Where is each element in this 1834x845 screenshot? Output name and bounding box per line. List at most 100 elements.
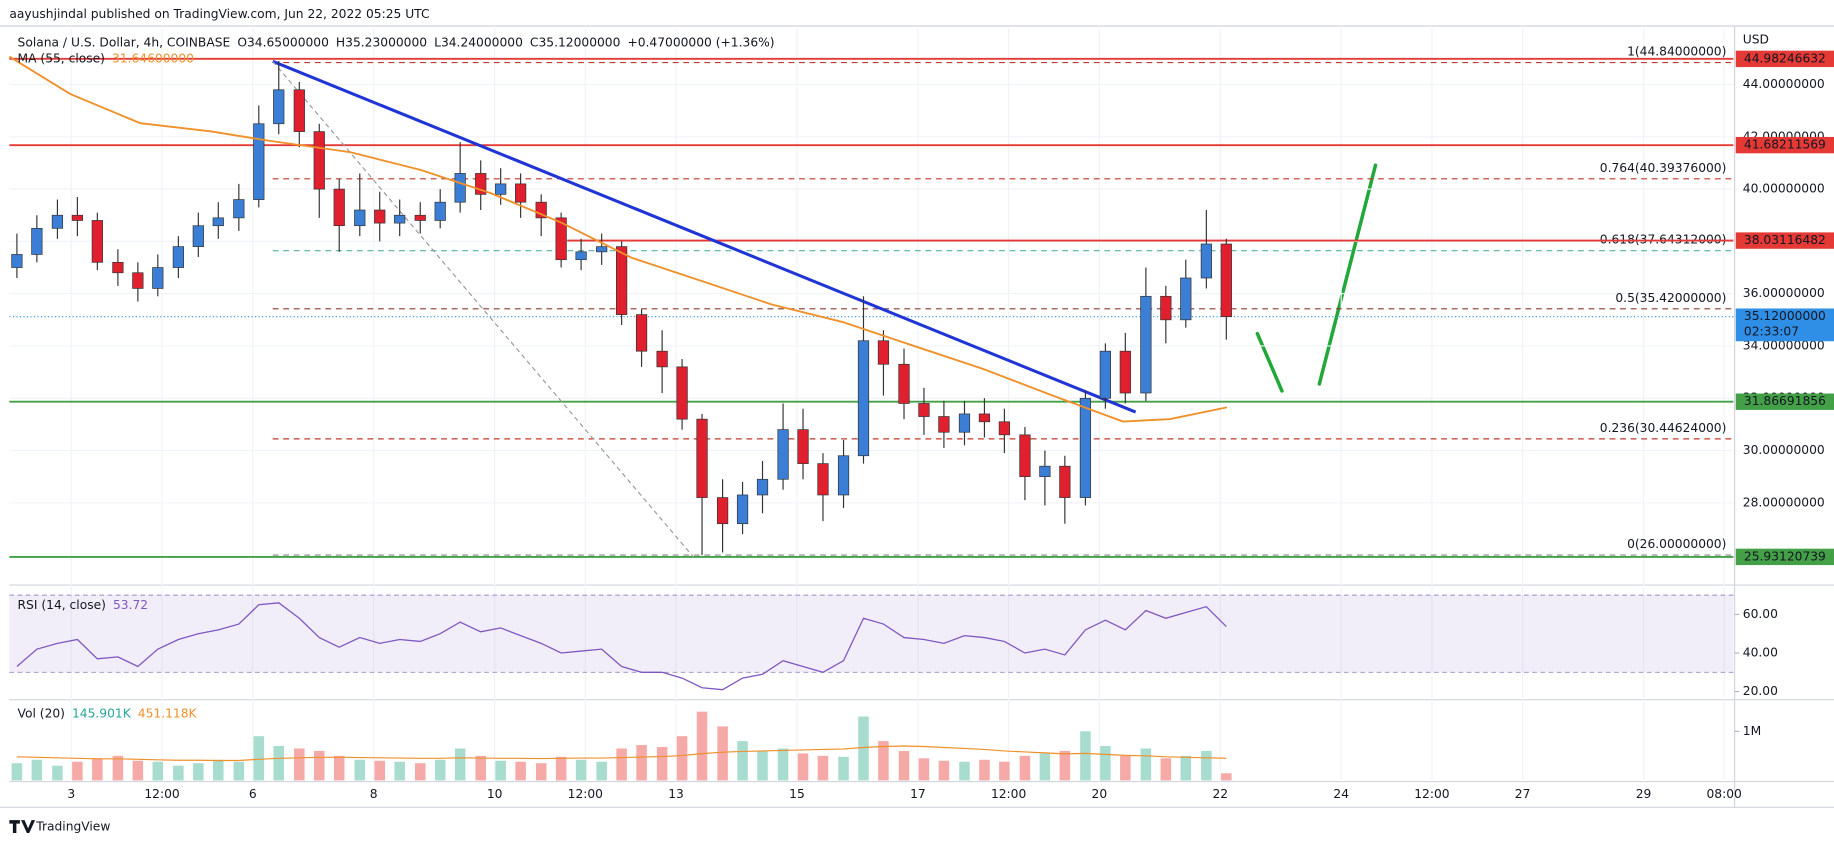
volume-bar <box>193 763 204 781</box>
y-tick-label: 30.00000000 <box>1743 443 1825 457</box>
candle-body <box>192 225 204 247</box>
volume-bar <box>475 755 486 781</box>
volume-bar <box>414 763 426 781</box>
volume-bar <box>72 761 83 781</box>
candle-body <box>434 201 446 221</box>
publisher: aayushjindal published on TradingView.co… <box>9 7 429 21</box>
volume-bar <box>1080 731 1091 781</box>
volume-bar <box>11 763 23 781</box>
volume-bar <box>92 758 103 781</box>
candle-body <box>596 246 608 253</box>
projection-arrow <box>1317 163 1378 386</box>
y-tick-label: 20.00 <box>1743 684 1778 698</box>
volume-ma <box>16 745 1227 762</box>
candle-body <box>233 199 245 219</box>
volume-bar <box>1100 746 1111 781</box>
legend: Vol (20) 145.901K 451.118K <box>18 706 198 720</box>
level-price-label: 41.68211569 <box>1744 138 1826 152</box>
x-tick-label: 8 <box>370 787 378 801</box>
y-tick-label: 34.00000000 <box>1743 338 1825 352</box>
legend-value: 53.72 <box>113 597 148 611</box>
candle-body <box>635 314 648 352</box>
symbol-legend: Solana / U.S. Dollar, 4h, COINBASE O34.65… <box>18 35 775 49</box>
trendline <box>272 60 695 558</box>
x-tick-label: 12:00 <box>144 787 179 801</box>
volume-bar <box>1180 755 1192 781</box>
candle-body <box>1019 434 1031 478</box>
candle-body <box>1160 295 1172 321</box>
trendline <box>272 59 1137 414</box>
candle-body <box>978 413 991 423</box>
moving-average <box>8 55 1228 423</box>
volume-bar <box>1059 750 1071 781</box>
ohlc-value: H35.23000000 <box>336 35 427 49</box>
volume-bar <box>898 750 910 781</box>
y-tick-label: 1M <box>1743 724 1761 738</box>
candle-body <box>898 363 910 404</box>
candle-body <box>656 350 668 368</box>
candle-body <box>293 89 305 132</box>
level-price-label: 38.03116482 <box>1744 233 1826 247</box>
axis-unit: USD <box>1743 33 1769 47</box>
candle-body <box>615 246 628 315</box>
volume-bar <box>838 756 849 781</box>
candle-body <box>11 254 23 268</box>
y-tick-label: 36.00000000 <box>1743 286 1825 300</box>
fib-label: 0.236(30.44624000) <box>1600 421 1727 435</box>
fib-label: 0(26.00000000) <box>1627 537 1726 551</box>
brand: TradingView <box>35 820 110 834</box>
rsi-band <box>9 595 1734 673</box>
candle-body <box>91 220 103 263</box>
rsi-line <box>16 602 1227 691</box>
candle-body <box>1140 295 1152 394</box>
volume-bar <box>173 765 184 781</box>
level-price-box <box>1735 548 1834 566</box>
volume-bar <box>555 756 567 781</box>
volume-bar <box>253 736 265 781</box>
candle-body <box>51 214 64 229</box>
volume-bar <box>273 746 285 781</box>
candle-body <box>394 214 406 224</box>
candle-body <box>877 340 890 365</box>
candle-body <box>555 217 567 261</box>
candle-body <box>273 89 285 125</box>
ohlc-value: C35.12000000 <box>530 35 621 49</box>
volume-bar <box>959 761 970 781</box>
candle-body <box>212 217 224 227</box>
candle-body <box>172 246 184 268</box>
candle-body <box>817 463 829 496</box>
legend-value: 451.118K <box>138 706 198 720</box>
level-price-label: 31.86691856 <box>1744 394 1826 408</box>
level-price-box <box>1735 136 1834 154</box>
x-tick-label: 08:00 <box>1706 787 1741 801</box>
candle-body <box>1220 243 1232 318</box>
volume-bar <box>878 741 889 781</box>
candle-body <box>535 201 547 219</box>
candle-body <box>253 123 265 200</box>
volume-bar <box>817 755 829 781</box>
volume-bar <box>374 760 385 781</box>
candle-body <box>414 214 426 221</box>
candle-body <box>756 478 769 496</box>
volume-bar <box>1039 753 1051 781</box>
candle-body <box>958 413 971 433</box>
fib-label: 0.764(40.39376000) <box>1600 161 1727 175</box>
volume-bar <box>717 726 728 781</box>
volume-bar <box>112 755 124 781</box>
level-price-box <box>1735 50 1834 68</box>
candle-body <box>1200 243 1212 279</box>
volume-bar <box>1019 755 1031 781</box>
candle-body <box>1099 350 1111 399</box>
legend-value: 31.64600000 <box>112 51 194 65</box>
candle-body <box>1059 465 1071 498</box>
volume-bar <box>676 736 688 781</box>
volume-bar <box>696 711 708 781</box>
volume-bar <box>1120 755 1131 781</box>
legend-name: Vol (20) <box>18 706 65 720</box>
volume-bar <box>52 765 63 781</box>
y-tick-label: 28.00000000 <box>1743 495 1825 509</box>
x-tick-label: 22 <box>1212 787 1228 801</box>
x-tick-label: 3 <box>67 787 75 801</box>
